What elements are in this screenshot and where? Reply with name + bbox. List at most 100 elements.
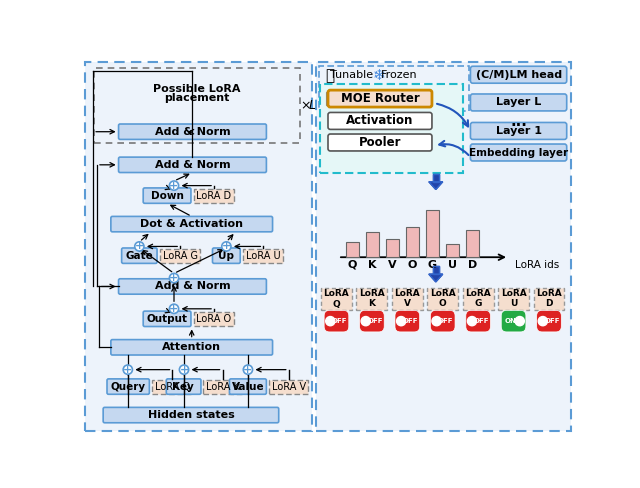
Text: ❄️: ❄️ — [372, 68, 385, 83]
Text: U: U — [448, 260, 457, 270]
FancyBboxPatch shape — [537, 310, 561, 332]
Bar — [498, 288, 529, 309]
Text: +: + — [170, 181, 179, 191]
Bar — [534, 288, 564, 309]
Text: Q: Q — [348, 260, 357, 270]
Text: Query: Query — [110, 382, 145, 391]
Text: ON: ON — [504, 318, 516, 324]
Polygon shape — [429, 182, 443, 189]
Text: +: + — [221, 242, 231, 251]
Bar — [204, 380, 242, 393]
Bar — [194, 312, 234, 326]
Text: Layer L: Layer L — [496, 98, 541, 107]
Bar — [371, 92, 394, 105]
Text: Value: Value — [232, 382, 264, 391]
Bar — [160, 249, 200, 263]
FancyBboxPatch shape — [118, 124, 266, 140]
Text: Dot & Activation: Dot & Activation — [140, 219, 243, 229]
Text: MOE Router: MOE Router — [340, 92, 419, 105]
Text: K: K — [368, 260, 376, 270]
FancyBboxPatch shape — [324, 310, 349, 332]
Text: +: + — [135, 242, 144, 251]
Text: LoRA Q: LoRA Q — [155, 382, 190, 391]
Text: Add & Norm: Add & Norm — [155, 160, 230, 170]
Bar — [433, 174, 439, 182]
Bar — [321, 288, 352, 309]
Text: LoRA ids: LoRA ids — [515, 260, 559, 270]
Text: OFF: OFF — [438, 318, 454, 324]
Circle shape — [221, 242, 231, 251]
Text: G: G — [428, 260, 437, 270]
FancyBboxPatch shape — [118, 279, 266, 294]
Circle shape — [467, 317, 477, 326]
Text: LoRA
U: LoRA U — [500, 289, 527, 308]
Text: V: V — [388, 260, 397, 270]
Text: LoRA
G: LoRA G — [465, 289, 491, 308]
Text: +: + — [170, 304, 179, 314]
FancyBboxPatch shape — [470, 122, 566, 140]
Text: OFF: OFF — [474, 318, 489, 324]
FancyBboxPatch shape — [328, 112, 432, 129]
Text: Embedding layer: Embedding layer — [469, 147, 568, 158]
Bar — [433, 174, 439, 182]
Circle shape — [397, 317, 406, 326]
Bar — [194, 189, 234, 203]
Bar — [365, 232, 379, 257]
Text: Tunable: Tunable — [330, 70, 373, 81]
Bar — [320, 84, 463, 173]
Text: LoRA G: LoRA G — [163, 251, 198, 261]
FancyBboxPatch shape — [328, 134, 432, 151]
FancyBboxPatch shape — [360, 310, 384, 332]
Text: LoRA
O: LoRA O — [430, 289, 456, 308]
Circle shape — [123, 365, 132, 374]
Text: LoRA
Q: LoRA Q — [324, 289, 349, 308]
Text: Up: Up — [218, 251, 234, 261]
Text: O: O — [408, 260, 417, 270]
Text: LoRA U: LoRA U — [246, 251, 280, 261]
FancyBboxPatch shape — [118, 157, 266, 173]
Text: Add & Norm: Add & Norm — [155, 282, 230, 291]
Text: Output: Output — [147, 314, 188, 324]
Bar — [243, 249, 284, 263]
Circle shape — [170, 273, 179, 283]
FancyBboxPatch shape — [143, 311, 191, 326]
FancyBboxPatch shape — [466, 310, 490, 332]
Bar — [84, 61, 312, 431]
Bar — [406, 227, 419, 257]
Text: LoRA
D: LoRA D — [536, 289, 562, 308]
Text: Down: Down — [150, 191, 184, 201]
Circle shape — [135, 242, 144, 251]
Text: (C/M)LM head: (C/M)LM head — [476, 70, 562, 80]
Text: +: + — [179, 365, 189, 375]
Text: D: D — [468, 260, 477, 270]
Bar — [94, 68, 300, 143]
FancyBboxPatch shape — [107, 379, 149, 394]
Bar — [386, 239, 399, 257]
FancyBboxPatch shape — [212, 248, 240, 264]
Circle shape — [170, 304, 179, 313]
Text: +: + — [123, 365, 132, 375]
Text: OFF: OFF — [332, 318, 348, 324]
Bar — [316, 61, 572, 431]
Circle shape — [179, 365, 189, 374]
Bar — [152, 380, 193, 393]
Text: LoRA D: LoRA D — [196, 191, 232, 201]
Bar — [392, 288, 422, 309]
FancyBboxPatch shape — [470, 66, 566, 83]
Text: $\mathbf{\it{L}}$: $\mathbf{\it{L}}$ — [308, 99, 317, 112]
Circle shape — [538, 317, 547, 326]
Text: Possible LoRA: Possible LoRA — [154, 83, 241, 94]
Text: ...: ... — [510, 114, 527, 129]
Bar — [426, 210, 439, 257]
Circle shape — [326, 317, 335, 326]
Text: OFF: OFF — [403, 318, 418, 324]
Text: Frozen: Frozen — [381, 70, 418, 81]
Bar — [326, 92, 349, 105]
Bar — [319, 66, 469, 111]
Text: Key: Key — [172, 382, 194, 391]
Text: Layer 1: Layer 1 — [495, 126, 541, 136]
Text: Attention: Attention — [162, 342, 221, 352]
Text: LoRA V: LoRA V — [271, 382, 306, 391]
FancyBboxPatch shape — [470, 144, 566, 161]
Bar — [433, 266, 439, 274]
